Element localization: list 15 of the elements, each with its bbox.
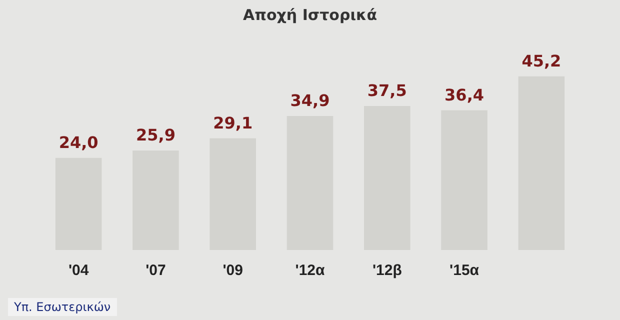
x-tick-label: '04 [68,262,90,280]
text: Υπ. Εσωτερικών [8,298,117,316]
chart-title: Αποχή Ιστορικά [242,6,378,24]
x-tick-label: '12β [372,262,402,280]
data-label: 25,9 [136,126,176,145]
data-label: 34,9 [290,91,330,110]
data-label: 37,5 [367,81,407,100]
data-label: 45,2 [522,52,562,71]
x-tick-label: '12α [295,262,326,280]
x-tick-label: '15α [450,262,480,280]
x-tick-label: '09 [222,262,243,280]
data-label: 36,4 [444,85,484,104]
data-label: 29,1 [213,113,253,132]
x-tick-label: '07 [146,262,166,280]
data-label: 24,0 [58,132,98,152]
